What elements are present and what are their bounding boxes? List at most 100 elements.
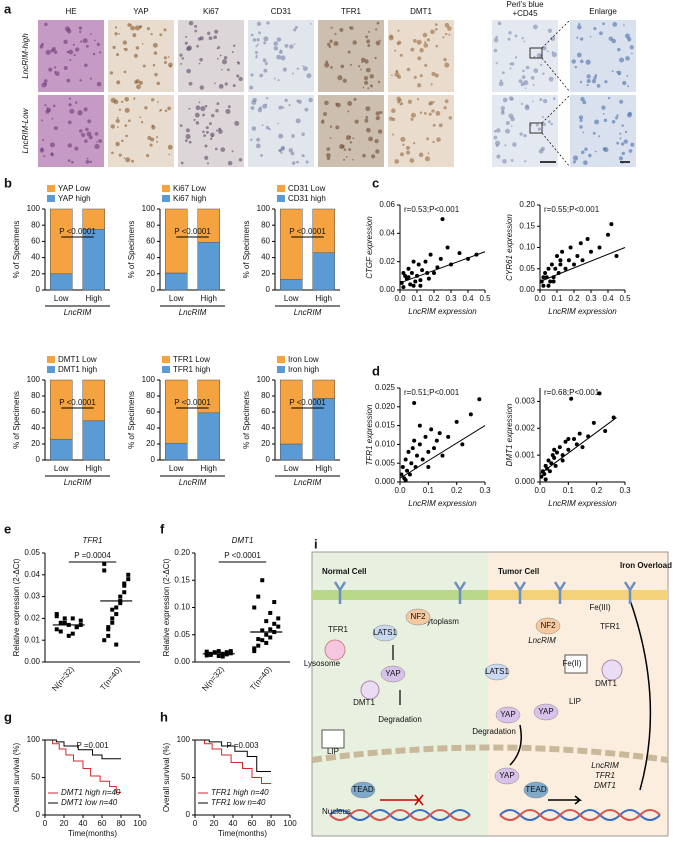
point	[457, 251, 462, 256]
cell	[294, 25, 298, 29]
point	[555, 450, 559, 455]
cell	[68, 103, 72, 107]
cell	[524, 105, 530, 111]
cell	[612, 22, 618, 27]
cell	[42, 139, 45, 142]
cell	[39, 148, 45, 153]
cell	[288, 148, 293, 153]
cell	[580, 96, 585, 102]
cell	[518, 79, 523, 84]
cell	[41, 119, 44, 122]
y-tick-label: 0.06	[379, 200, 395, 209]
diagram-label: Nucleus	[322, 807, 351, 816]
cell	[263, 68, 268, 73]
cell	[138, 80, 143, 85]
cell	[124, 96, 130, 102]
cell	[114, 32, 118, 36]
cell	[577, 24, 582, 30]
cell	[44, 22, 48, 27]
cell	[448, 116, 452, 120]
cell	[221, 68, 223, 71]
cell	[118, 153, 122, 157]
legend-label: TFR1 high	[173, 365, 210, 374]
diagram-label: Lysosome	[304, 659, 341, 668]
cell	[273, 77, 276, 80]
cell	[128, 119, 131, 123]
cell	[231, 150, 234, 153]
cell	[397, 40, 402, 45]
cell	[367, 30, 371, 33]
cell	[542, 122, 546, 127]
cell	[279, 50, 283, 55]
diagram-label: NF2	[410, 612, 426, 621]
x-tick-label: 0.4	[462, 294, 474, 303]
cell	[250, 106, 255, 110]
y-tick-label: 100	[27, 375, 41, 384]
point	[614, 254, 619, 258]
cell	[508, 113, 514, 119]
cell	[204, 144, 208, 148]
cell	[156, 101, 159, 103]
point	[62, 616, 67, 621]
ihc-image	[108, 95, 174, 167]
bar-segment	[165, 379, 188, 444]
y-axis-label: DMT1 expression	[505, 403, 514, 466]
cell	[423, 43, 429, 48]
point	[423, 434, 428, 439]
cell	[136, 84, 141, 90]
point	[264, 632, 269, 637]
annotation: r=0.51;P<0.001	[404, 388, 460, 397]
ihc-image	[178, 20, 244, 92]
point	[477, 397, 482, 402]
point	[416, 262, 421, 267]
cell	[532, 84, 535, 86]
column-label: YAP	[133, 7, 148, 16]
cell	[436, 137, 441, 142]
cell	[216, 102, 220, 106]
cell	[227, 68, 230, 72]
cell	[259, 73, 264, 78]
bar-segment	[165, 272, 188, 291]
cell	[594, 74, 598, 77]
protein	[372, 624, 398, 642]
cell	[603, 118, 608, 123]
cell	[93, 39, 96, 42]
cell	[53, 126, 58, 131]
bar-segment	[280, 379, 303, 445]
x-tick-label: 0.1	[411, 294, 423, 303]
y-tick-label: 0.025	[375, 383, 396, 392]
cell	[255, 56, 258, 59]
y-tick-label: 100	[27, 204, 41, 213]
point	[454, 419, 459, 424]
point	[260, 628, 265, 633]
cell	[81, 132, 86, 138]
cell	[129, 23, 132, 26]
cell	[164, 109, 168, 113]
fit-line	[539, 247, 626, 282]
point	[437, 431, 442, 436]
x-tick-label: Low	[169, 464, 184, 473]
membrane	[312, 590, 488, 600]
point	[609, 222, 614, 227]
cell	[413, 75, 417, 79]
annotation: P <0.0001	[224, 551, 261, 560]
annotation: r=0.55;P<0.001	[544, 205, 600, 214]
cell	[505, 128, 511, 134]
cell	[266, 21, 270, 25]
bar-segment	[197, 379, 220, 414]
cell	[196, 44, 199, 48]
column-label: Perl's blue	[506, 0, 544, 9]
cell	[337, 75, 343, 81]
bar-segment	[50, 379, 73, 440]
cell	[360, 68, 362, 71]
point	[110, 616, 115, 621]
cell	[572, 160, 576, 164]
cell	[250, 138, 253, 141]
diagram-label: TFR1	[328, 625, 349, 634]
cell	[72, 43, 75, 46]
dmt1-vesicle	[360, 680, 380, 700]
cell	[592, 131, 596, 135]
point	[432, 446, 436, 451]
diagram-label: YAP	[499, 771, 514, 780]
cell	[168, 153, 170, 156]
